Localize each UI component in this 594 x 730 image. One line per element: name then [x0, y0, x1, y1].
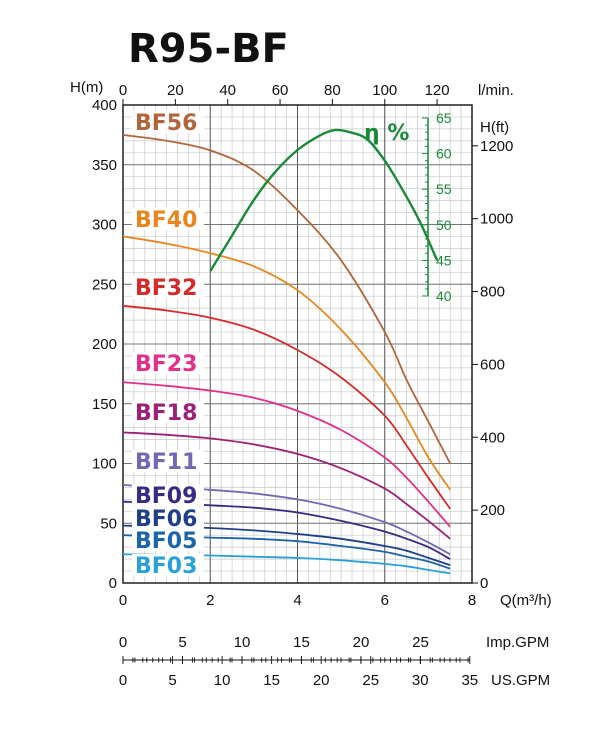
efficiency-tick-label: 50: [436, 217, 452, 233]
series-label-backdrop: [132, 401, 204, 423]
imp-gpm-tick-label: 25: [412, 634, 429, 651]
series-label-backdrop: [132, 554, 204, 576]
top-tick-label: 80: [324, 82, 341, 99]
imp-gpm-label: Imp.GPM: [486, 634, 549, 651]
x-tick-label: 8: [468, 592, 476, 609]
efficiency-tick-label: 65: [436, 110, 452, 126]
y-tick-label: 0: [109, 575, 117, 592]
top-tick-label: 60: [272, 82, 289, 99]
head-curve-bf23: [122, 381, 451, 528]
series-label-backdrop: [132, 529, 204, 551]
imp-gpm-tick-label: 15: [293, 634, 310, 651]
us-gpm-tick-label: 15: [263, 672, 280, 689]
top-tick-label: 0: [119, 82, 127, 99]
us-gpm-tick-label: 10: [214, 672, 231, 689]
right-tick-label: 0: [480, 575, 488, 592]
top-tick-label: 100: [372, 82, 397, 99]
y-tick-label: 200: [92, 336, 117, 353]
us-gpm-tick-label: 20: [313, 672, 330, 689]
series-label-bf23: BF23: [135, 352, 197, 377]
efficiency-tick-label: 60: [436, 146, 452, 162]
series-label-backdrop: [132, 276, 204, 298]
series-label-bf06: BF06: [135, 507, 197, 532]
series-label-bf32: BF32: [135, 276, 197, 301]
head-curve-bf40: [122, 235, 451, 491]
series-label-bf40: BF40: [135, 208, 197, 233]
series-label-backdrop: [132, 507, 204, 529]
series-label-bf05: BF05: [135, 529, 197, 554]
y-tick-label: 300: [92, 217, 117, 234]
us-gpm-tick-label: 0: [119, 672, 127, 689]
imp-gpm-tick-label: 20: [353, 634, 370, 651]
x-tick-label: 4: [293, 592, 301, 609]
right-tick-label: 200: [480, 502, 505, 519]
series-label-bf56: BF56: [135, 111, 197, 136]
series-label-backdrop: [132, 352, 204, 374]
x-axis-label: Q(m³/h): [500, 592, 552, 609]
top-tick-label: 20: [167, 82, 184, 99]
x-tick-label: 2: [206, 592, 214, 609]
right-tick-label: 1000: [480, 211, 513, 228]
chart-title: R95-BF: [128, 26, 289, 72]
imp-gpm-tick-label: 0: [119, 634, 127, 651]
head-curve-bf18: [122, 431, 451, 540]
imp-gpm-tick-label: 10: [234, 634, 251, 651]
imp-gpm-tick-label: 5: [178, 634, 186, 651]
head-curve-bf32: [122, 304, 451, 510]
top-axis-label: l/min.: [478, 82, 514, 99]
us-gpm-tick-label: 25: [362, 672, 379, 689]
series-label-bf18: BF18: [135, 401, 197, 426]
right-tick-label: 400: [480, 429, 505, 446]
y-tick-label: 100: [92, 456, 117, 473]
us-gpm-tick-label: 30: [412, 672, 429, 689]
series-label-bf03: BF03: [135, 554, 197, 579]
right-tick-label: 1200: [480, 138, 513, 155]
series-label-bf09: BF09: [135, 484, 197, 509]
efficiency-tick-label: 40: [436, 288, 452, 304]
series-label-backdrop: [132, 484, 204, 506]
x-tick-label: 0: [119, 592, 127, 609]
series-label-bf11: BF11: [135, 450, 197, 475]
efficiency-tick-label: 45: [436, 252, 452, 268]
grid: [122, 104, 473, 584]
series-label-backdrop: [132, 450, 204, 472]
plot-frame: [122, 104, 473, 584]
efficiency-tick-label: 55: [436, 181, 452, 197]
y-tick-label: 50: [100, 515, 117, 532]
right-tick-label: 800: [480, 284, 505, 301]
y-axis-label: H(m): [70, 79, 103, 96]
y-tick-label: 150: [92, 396, 117, 413]
top-tick-label: 120: [425, 82, 450, 99]
us-gpm-label: US.GPM: [491, 672, 550, 689]
y-tick-label: 250: [92, 276, 117, 293]
gpm-scales: 0 5 10 15 20 25 Imp.GPM 0 5 10 15 20 25 30 35 US.GPM: [119, 634, 550, 689]
head-curve-bf56: [122, 134, 452, 464]
series-label-backdrop: [132, 208, 204, 230]
axes: 0 2 4 6 8 Q(m³/h) 0 20 40 60 80 100 120 l/min. 0 50 100 1…: [70, 79, 552, 609]
y-tick-label: 400: [92, 97, 117, 114]
right-axis-label: H(ft): [480, 119, 509, 136]
series-label-backdrop: [132, 111, 204, 133]
top-tick-label: 40: [219, 82, 236, 99]
y-tick-label: 350: [92, 157, 117, 174]
us-gpm-tick-label: 35: [461, 672, 478, 689]
x-tick-label: 6: [381, 592, 389, 609]
right-tick-label: 600: [480, 356, 505, 373]
us-gpm-tick-label: 5: [168, 672, 176, 689]
efficiency-curve-line: [209, 128, 439, 272]
